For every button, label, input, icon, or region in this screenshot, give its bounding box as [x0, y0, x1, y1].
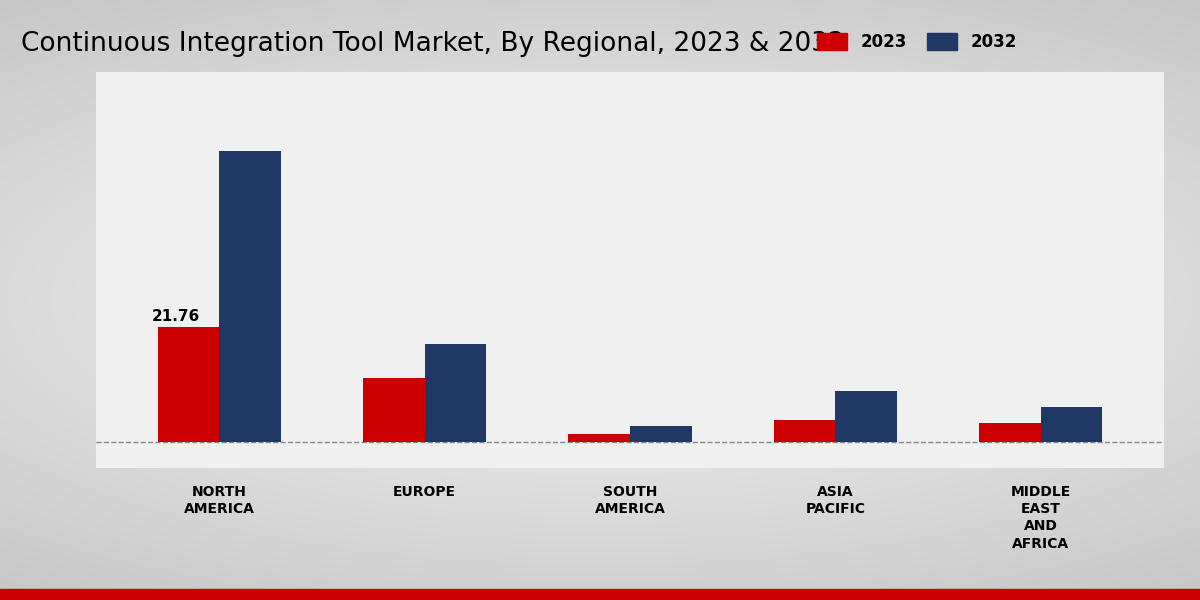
Bar [364, 378, 425, 442]
Bar [569, 434, 630, 442]
Bar [774, 421, 835, 442]
Bar [220, 151, 281, 442]
Bar [835, 391, 898, 442]
Bar [157, 327, 220, 442]
Bar [979, 423, 1040, 442]
Text: 21.76: 21.76 [151, 309, 199, 324]
Text: Continuous Integration Tool Market, By Regional, 2023 & 2032: Continuous Integration Tool Market, By R… [22, 31, 845, 57]
Bar [1040, 407, 1103, 442]
Bar [630, 426, 691, 442]
Bar [425, 344, 486, 442]
Legend: 2023, 2032: 2023, 2032 [817, 33, 1016, 51]
